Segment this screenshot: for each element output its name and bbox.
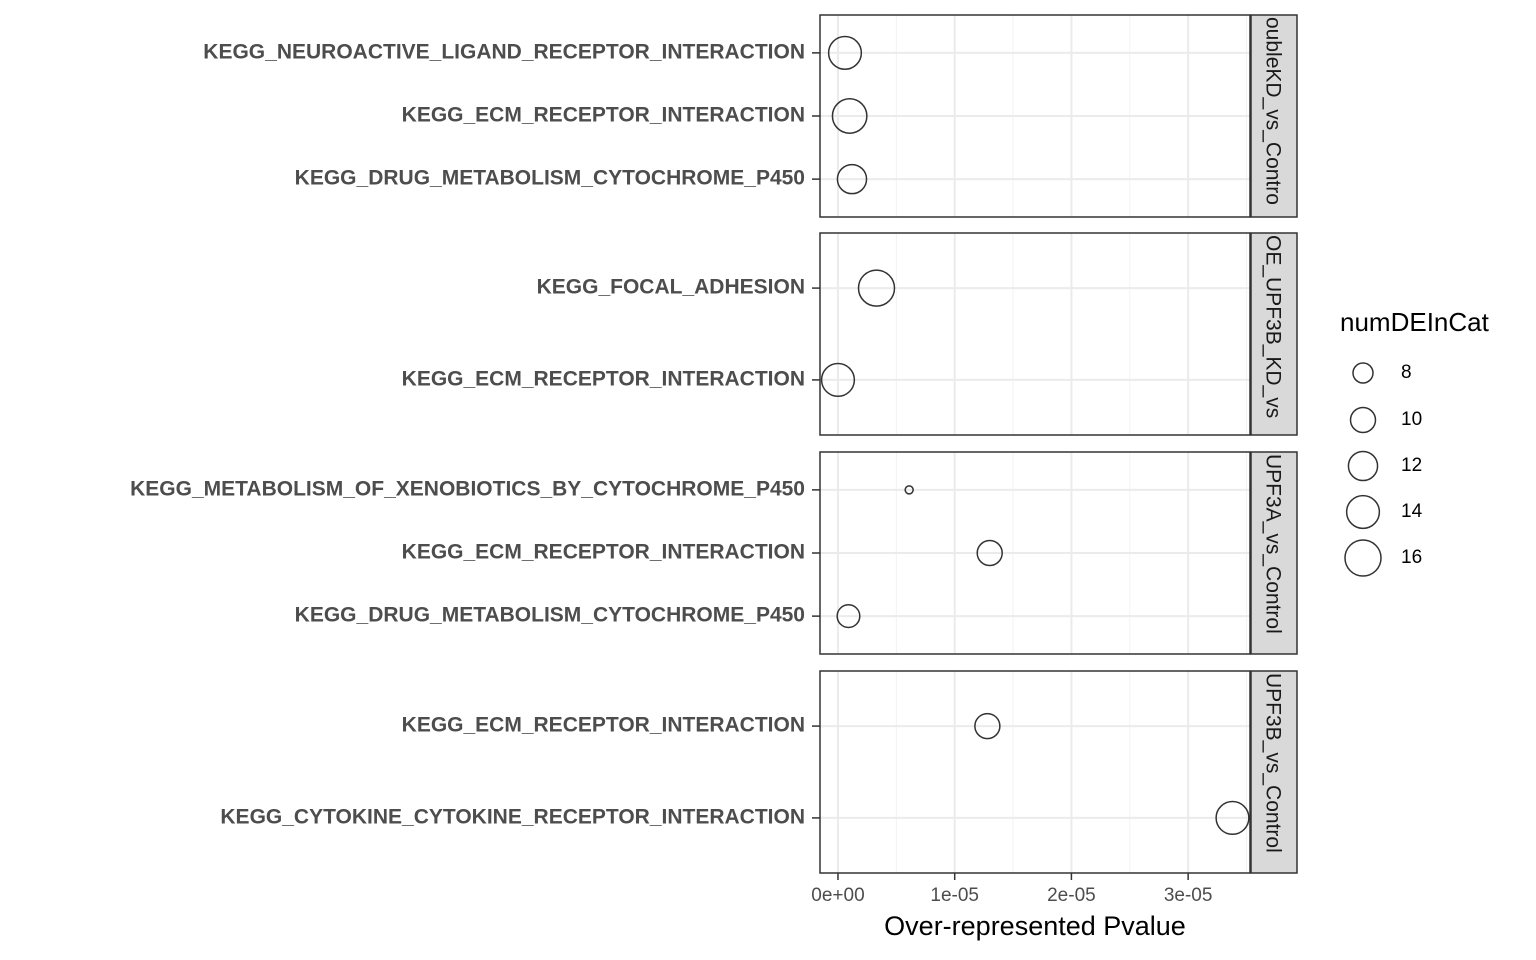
point [976, 539, 1003, 567]
y-tick-label: KEGG_ECM_RECEPTOR_INTERACTION [402, 541, 805, 564]
strip-group: oubleKD_vs_Contro [1261, 17, 1284, 205]
legend-key [1345, 494, 1381, 530]
strip-label: UPF3B_vs_Control [1261, 673, 1284, 853]
y-tick-label: KEGG_DRUG_METABOLISM_CYTOCHROME_P450 [295, 167, 805, 190]
y-tick-label: KEGG_METABOLISM_OF_XENOBIOTICS_BY_CYTOCH… [130, 477, 805, 500]
x-tick-label: 3e-05 [1164, 885, 1213, 906]
panel-border [819, 451, 1251, 655]
point [836, 604, 861, 629]
x-axis-title: Over-represented Pvalue [884, 911, 1186, 941]
panel-border [819, 232, 1251, 436]
y-tick-label: KEGG_DRUG_METABOLISM_CYTOCHROME_P450 [295, 604, 805, 627]
legend-key [1349, 406, 1377, 434]
strip [1250, 451, 1298, 655]
point [831, 98, 868, 134]
panel [820, 233, 1250, 435]
legend-label: 16 [1401, 547, 1422, 568]
point [1215, 800, 1250, 836]
point [857, 269, 896, 307]
legend-key [1344, 539, 1382, 577]
legend-label: 14 [1401, 501, 1423, 522]
point [820, 362, 856, 398]
panel [820, 671, 1250, 873]
strip-group: OE_UPF3B_KD_vs [1261, 235, 1284, 418]
point [836, 163, 868, 195]
y-tick-label: KEGG_CYTOKINE_CYTOKINE_RECEPTOR_INTERACT… [220, 805, 805, 828]
strip-group: UPF3A_vs_Control [1261, 454, 1284, 634]
strip-label: oubleKD_vs_Contro [1261, 17, 1284, 205]
panel-border [819, 670, 1251, 874]
legend-key [1347, 450, 1379, 482]
x-tick-label: 1e-05 [930, 885, 979, 906]
legend-label: 12 [1401, 455, 1422, 476]
y-tick-label: KEGG_ECM_RECEPTOR_INTERACTION [402, 367, 805, 390]
strip-label: UPF3A_vs_Control [1261, 454, 1284, 634]
point [974, 712, 1001, 740]
strip [1250, 670, 1298, 874]
strip-label: OE_UPF3B_KD_vs [1261, 235, 1284, 418]
y-tick-label: KEGG_FOCAL_ADHESION [537, 276, 805, 299]
x-tick-label: 0e+00 [811, 885, 864, 906]
strip [1250, 14, 1298, 218]
y-tick-label: KEGG_ECM_RECEPTOR_INTERACTION [402, 104, 805, 127]
y-tick-label: KEGG_NEUROACTIVE_LIGAND_RECEPTOR_INTERAC… [203, 40, 805, 63]
y-tick-label: KEGG_ECM_RECEPTOR_INTERACTION [402, 714, 805, 737]
point [827, 35, 863, 70]
legend-label: 8 [1401, 362, 1412, 383]
legend-title: numDEInCat [1340, 307, 1490, 337]
strip [1250, 232, 1298, 436]
point [904, 485, 914, 495]
x-tick-label: 2e-05 [1047, 885, 1096, 906]
strip-group: UPF3B_vs_Control [1261, 673, 1284, 853]
panel-border [819, 14, 1251, 218]
legend-key [1352, 362, 1374, 384]
legend-label: 10 [1401, 409, 1422, 430]
